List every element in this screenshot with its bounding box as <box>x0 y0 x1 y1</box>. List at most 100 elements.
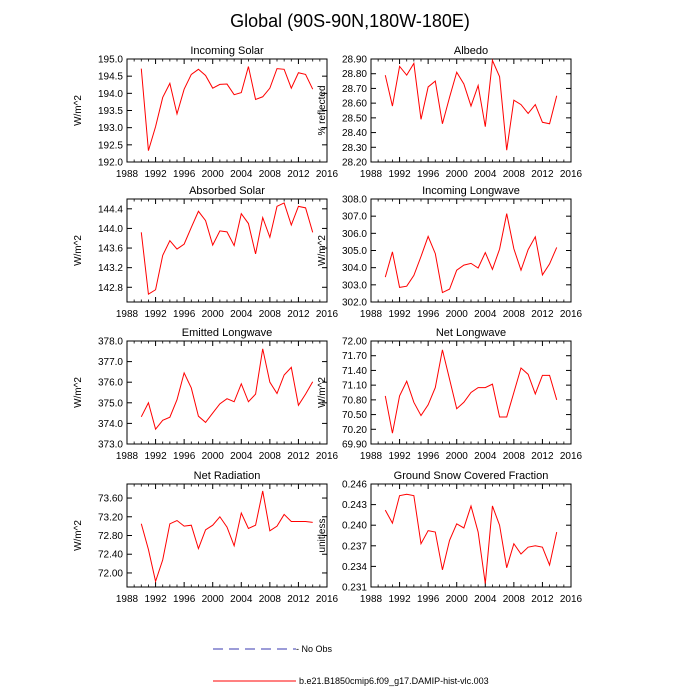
x-tick-label: 2012 <box>531 169 554 180</box>
x-tick-label: 1992 <box>388 169 411 180</box>
x-tick-label: 1996 <box>417 451 440 462</box>
x-tick-label: 2012 <box>287 451 310 462</box>
x-tick-label: 2016 <box>560 594 583 605</box>
panel-grid: Incoming Solar W/m^2 1988 1992 1996 2000 2004 2… <box>73 45 583 605</box>
legend-label-model: b.e21.B1850cmip6.f09_g17.DAMIP-hist-vlc.… <box>299 676 489 686</box>
x-tick-label: 2004 <box>474 309 497 320</box>
x-tick-label: 1996 <box>173 169 196 180</box>
x-tick-label: 2008 <box>259 169 282 180</box>
y-tick-label: 373.0 <box>98 440 123 451</box>
panel-title: Albedo <box>454 45 488 57</box>
series-line <box>140 66 314 151</box>
panel-absorbed-solar: Absorbed Solar W/m^2 1988 1992 1996 2000 2004 2… <box>73 185 339 320</box>
y-axis-label: W/m^2 <box>317 235 328 266</box>
y-tick-label: 0.237 <box>342 541 367 552</box>
x-tick-label: 1996 <box>173 451 196 462</box>
x-tick-label: 2004 <box>474 169 497 180</box>
x-tick-label: 2012 <box>531 594 554 605</box>
panel-albedo: Albedo % reflected 1988 1992 1996 2000 2004 200… <box>317 45 583 180</box>
y-axis-label: W/m^2 <box>73 95 84 126</box>
panel-ground-snow-covered-fraction: Ground Snow Covered Fraction unitless 1988… <box>317 470 583 605</box>
y-tick-label: 143.6 <box>98 244 123 255</box>
legend-entry-model: b.e21.B1850cmip6.f09_g17.DAMIP-hist-vlc.… <box>213 676 489 686</box>
panel-incoming-longwave: Incoming Longwave W/m^2 1988 1992 1996 2000 20… <box>317 185 583 320</box>
panel-title: Absorbed Solar <box>189 185 265 197</box>
y-tick-label: 71.40 <box>342 366 367 377</box>
series-line <box>140 202 314 295</box>
x-tick-label: 2000 <box>446 594 469 605</box>
x-tick-label: 2000 <box>202 451 225 462</box>
x-tick-label: 2008 <box>259 594 282 605</box>
x-tick-label: 2000 <box>446 169 469 180</box>
y-tick-label: 192.5 <box>98 140 123 151</box>
y-tick-label: 144.4 <box>98 204 123 215</box>
x-tick-label: 1988 <box>360 594 383 605</box>
x-tick-label: 2008 <box>259 451 282 462</box>
panel-incoming-solar: Incoming Solar W/m^2 1988 1992 1996 2000 2004 2… <box>73 45 339 180</box>
y-tick-label: 28.90 <box>342 55 367 66</box>
x-tick-label: 1988 <box>360 451 383 462</box>
y-tick-label: 72.00 <box>342 337 367 348</box>
x-tick-label: 2012 <box>287 594 310 605</box>
panel-emitted-longwave: Emitted Longwave W/m^2 1988 1992 1996 2000 200… <box>73 327 339 462</box>
panel-net-longwave: Net Longwave W/m^2 1988 1992 1996 2000 2004 200… <box>317 327 583 462</box>
x-tick-label: 2000 <box>446 451 469 462</box>
x-tick-label: 1996 <box>173 594 196 605</box>
y-tick-label: 306.0 <box>342 229 367 240</box>
y-tick-label: 305.0 <box>342 246 367 257</box>
y-tick-label: 302.0 <box>342 298 367 309</box>
y-tick-label: 194.5 <box>98 72 123 83</box>
x-tick-label: 2004 <box>474 451 497 462</box>
y-tick-label: 72.00 <box>98 568 123 579</box>
y-tick-label: 195.0 <box>98 55 123 66</box>
y-tick-label: 377.0 <box>98 357 123 368</box>
x-tick-label: 1988 <box>116 309 139 320</box>
series-line <box>384 58 558 151</box>
plot-frame <box>126 58 328 163</box>
plot-frame <box>370 58 572 163</box>
x-tick-label: 2008 <box>503 169 526 180</box>
y-axis-label: W/m^2 <box>73 377 84 408</box>
panel-title: Emitted Longwave <box>182 327 273 339</box>
figure-title: Global (90S-90N,180W-180E) <box>230 11 470 31</box>
x-tick-label: 1996 <box>173 309 196 320</box>
panel-title: Incoming Solar <box>190 45 264 57</box>
x-tick-label: 1988 <box>360 169 383 180</box>
y-tick-label: 71.10 <box>342 381 367 392</box>
y-tick-label: 303.0 <box>342 280 367 291</box>
y-tick-label: 28.50 <box>342 113 367 124</box>
x-tick-label: 2016 <box>316 594 339 605</box>
x-tick-label: 2004 <box>230 451 253 462</box>
plot-frame <box>370 483 572 588</box>
y-tick-label: 70.80 <box>342 395 367 406</box>
x-tick-label: 2008 <box>503 451 526 462</box>
x-tick-label: 1992 <box>144 594 167 605</box>
legend-entry-obs: - No Obs <box>213 644 333 654</box>
y-tick-label: 308.0 <box>342 195 367 206</box>
x-tick-label: 2004 <box>230 594 253 605</box>
x-tick-label: 2000 <box>202 169 225 180</box>
y-tick-label: 376.0 <box>98 378 123 389</box>
plot-frame <box>370 198 572 303</box>
y-axis-label: unitless <box>317 519 328 553</box>
y-tick-label: 0.234 <box>342 562 367 573</box>
x-tick-label: 2016 <box>560 309 583 320</box>
x-tick-label: 1988 <box>116 594 139 605</box>
y-tick-label: 73.60 <box>98 494 123 505</box>
x-tick-label: 2012 <box>287 169 310 180</box>
x-tick-label: 1988 <box>360 309 383 320</box>
y-tick-label: 378.0 <box>98 337 123 348</box>
x-tick-label: 2016 <box>316 169 339 180</box>
legend: - No Obs b.e21.B1850cmip6.f09_g17.DAMIP-… <box>213 644 489 686</box>
y-tick-label: 28.70 <box>342 84 367 95</box>
series-line <box>384 213 558 294</box>
x-tick-label: 2000 <box>202 594 225 605</box>
y-tick-label: 144.0 <box>98 224 123 235</box>
x-tick-label: 1988 <box>116 169 139 180</box>
x-tick-label: 2016 <box>316 309 339 320</box>
x-tick-label: 2000 <box>202 309 225 320</box>
x-tick-label: 2000 <box>446 309 469 320</box>
x-tick-label: 2008 <box>259 309 282 320</box>
y-tick-label: 28.80 <box>342 69 367 80</box>
